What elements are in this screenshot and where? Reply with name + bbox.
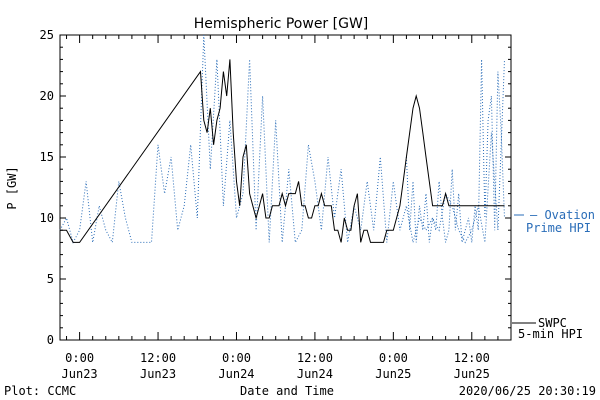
y-tick-label: 25 [40,28,54,42]
y-axis: 0 5 10 15 20 25 [40,28,511,347]
x-tick-label-date: Jun25 [454,367,490,381]
x-tick-label-date: Jun24 [218,367,254,381]
x-tick-label-time: 0:00 [65,351,94,365]
y-tick-label: 20 [40,89,54,103]
y-tick-label: 0 [47,333,54,347]
y-axis-label: P [GW] [5,166,19,209]
x-tick-label-time: 12:00 [454,351,490,365]
series-swpc-5min-hpi [60,59,505,243]
y-tick-label: 15 [40,150,54,164]
chart-title: Hemispheric Power [GW] [194,16,369,32]
x-tick-label-time: 12:00 [297,351,333,365]
x-tick-label-date: Jun24 [297,367,333,381]
legend: — Ovation Prime HPI SWPC 5-min HPI [512,208,595,341]
y-tick-label: 5 [47,272,54,286]
footer-timestamp: 2020/06/25 20:30:19 [459,384,596,398]
x-tick-label-time: 0:00 [379,351,408,365]
ovation-line [59,34,505,245]
legend-swpc-line1: SWPC [538,316,567,330]
x-tick-label-time: 0:00 [222,351,251,365]
ovation-line-detail [405,59,505,243]
x-tick-label-date: Jun23 [62,367,98,381]
x-axis: 0:00 Jun23 12:00 Jun23 0:00 Jun24 12:00 Jun24 0:… [62,35,499,381]
x-axis-label: Date and Time [240,384,334,398]
swpc-line [60,59,505,243]
series-ovation-prime-hpi [59,34,505,245]
legend-ovation-line1: — Ovation [530,208,595,222]
x-tick-label-date: Jun23 [140,367,176,381]
footer-plot-credit: Plot: CCMC [4,384,76,398]
x-tick-label-date: Jun25 [375,367,411,381]
x-tick-label-time: 12:00 [140,351,176,365]
legend-swpc-line2: 5-min HPI [518,327,583,341]
y-tick-label: 10 [40,211,54,225]
plot-frame [59,34,512,341]
legend-ovation-line2: Prime HPI [526,221,591,235]
